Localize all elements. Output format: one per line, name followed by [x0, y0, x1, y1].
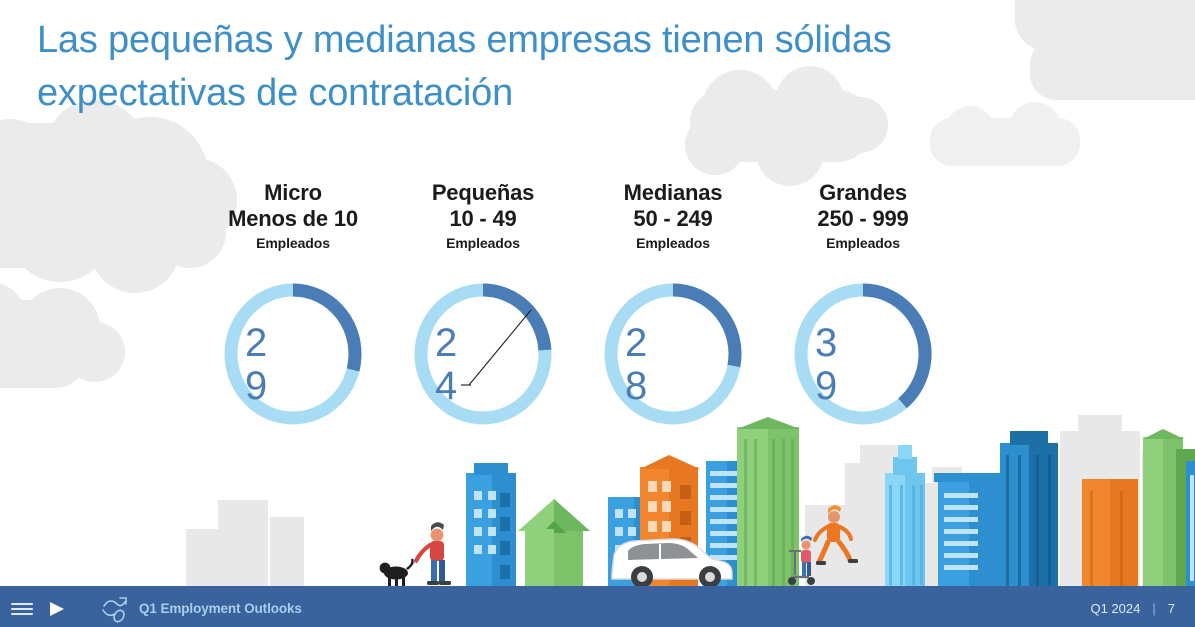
column-range: 10 - 49: [449, 206, 517, 231]
footer-page-number: 7: [1167, 601, 1175, 616]
tower-blue-far-right: [1186, 461, 1195, 590]
donut-value-arc: [672, 283, 742, 368]
chart-arrow-logo-icon[interactable]: [100, 595, 130, 623]
footer-bar: Q1 Employment Outlooks Q1 2024 | 7: [0, 590, 1195, 627]
column-heading-pequenas: Pequeñas 10 - 49 Empleados: [388, 180, 578, 254]
house-green: [518, 499, 590, 590]
column-name: Medianas: [623, 180, 723, 205]
donut-cell-medianas: 2 8: [578, 278, 768, 430]
footer-title: Q1 Employment Outlooks: [139, 601, 302, 616]
person-running: [813, 505, 858, 565]
cityscape-illustration: [0, 415, 1195, 590]
column-unit: Empleados: [826, 235, 900, 251]
donut-value-arc: [292, 283, 362, 372]
dog: [379, 558, 414, 586]
donut-cell-grandes: 3 9: [768, 278, 958, 430]
column-range: 250 - 999: [817, 206, 909, 231]
footer-meta: Q1 2024 | 7: [1091, 601, 1176, 616]
column-unit: Empleados: [446, 235, 520, 251]
column-headings: Micro Menos de 10 Empleados Pequeñas 10 …: [198, 180, 958, 254]
building-blue-left: [466, 463, 516, 590]
column-heading-grandes: Grandes 250 - 999 Empleados: [768, 180, 958, 254]
car-white: [611, 538, 733, 588]
donut-gauge: 2 8: [599, 278, 747, 430]
tower-green-main: [737, 417, 800, 590]
leader-line: [468, 309, 532, 386]
column-name: Micro: [264, 180, 322, 205]
building-office-blue: [934, 473, 1004, 590]
donut-gauge-row: 2 9 2 4: [198, 278, 958, 430]
donut-digit-2: 9: [245, 364, 268, 408]
donut-value-label: 2 4: [435, 322, 475, 408]
column-unit: Empleados: [256, 235, 330, 251]
donut-digit-1: 2: [435, 321, 458, 365]
footer-separator: |: [1152, 601, 1156, 616]
column-name: Pequeñas: [431, 180, 535, 205]
child-on-scooter: [788, 535, 815, 585]
donut-value-arc: [482, 283, 552, 351]
column-heading-medianas: Medianas 50 - 249 Empleados: [578, 180, 768, 254]
donut-gauge: 2 9: [219, 278, 367, 430]
column-name: Grandes: [819, 180, 907, 205]
donut-digit-2: 8: [625, 364, 648, 408]
donut-digit-1: 3: [815, 321, 838, 365]
footer-quarter: Q1 2024: [1090, 601, 1141, 616]
hamburger-icon[interactable]: [10, 601, 34, 617]
donut-svg: [224, 283, 362, 425]
donut-value-label: 2 8: [625, 322, 665, 408]
slide-title: Las pequeñas y medianas empresas tienen …: [37, 19, 892, 114]
donut-svg: [604, 283, 742, 425]
column-unit: Empleados: [636, 235, 710, 251]
donut-value-label: 3 9: [815, 322, 855, 408]
donut-cell-micro: 2 9: [198, 278, 388, 430]
tower-orange-right: [1082, 479, 1138, 590]
play-icon[interactable]: [46, 600, 66, 618]
person-walking-dog: [379, 522, 451, 586]
tower-lightblue: [885, 445, 925, 590]
donut-gauge: 3 9: [789, 278, 937, 430]
donut-digit-1: 2: [245, 321, 268, 365]
column-range: 50 - 249: [633, 206, 713, 231]
donut-digit-2: 4: [435, 364, 458, 408]
donut-value-arc: [862, 283, 932, 409]
donut-cell-pequenas: 2 4: [388, 278, 578, 430]
donut-svg: [414, 283, 552, 425]
donut-digit-1: 2: [625, 321, 648, 365]
donut-svg: [794, 283, 932, 425]
donut-value-label: 2 9: [245, 322, 285, 408]
tower-darkblue-twin: [1000, 431, 1058, 590]
donut-digit-2: 9: [815, 364, 838, 408]
column-range: Menos de 10: [228, 206, 358, 231]
ground-strip: [0, 586, 1195, 590]
column-heading-micro: Micro Menos de 10 Empleados: [198, 180, 388, 254]
donut-gauge: 2 4: [409, 278, 557, 430]
